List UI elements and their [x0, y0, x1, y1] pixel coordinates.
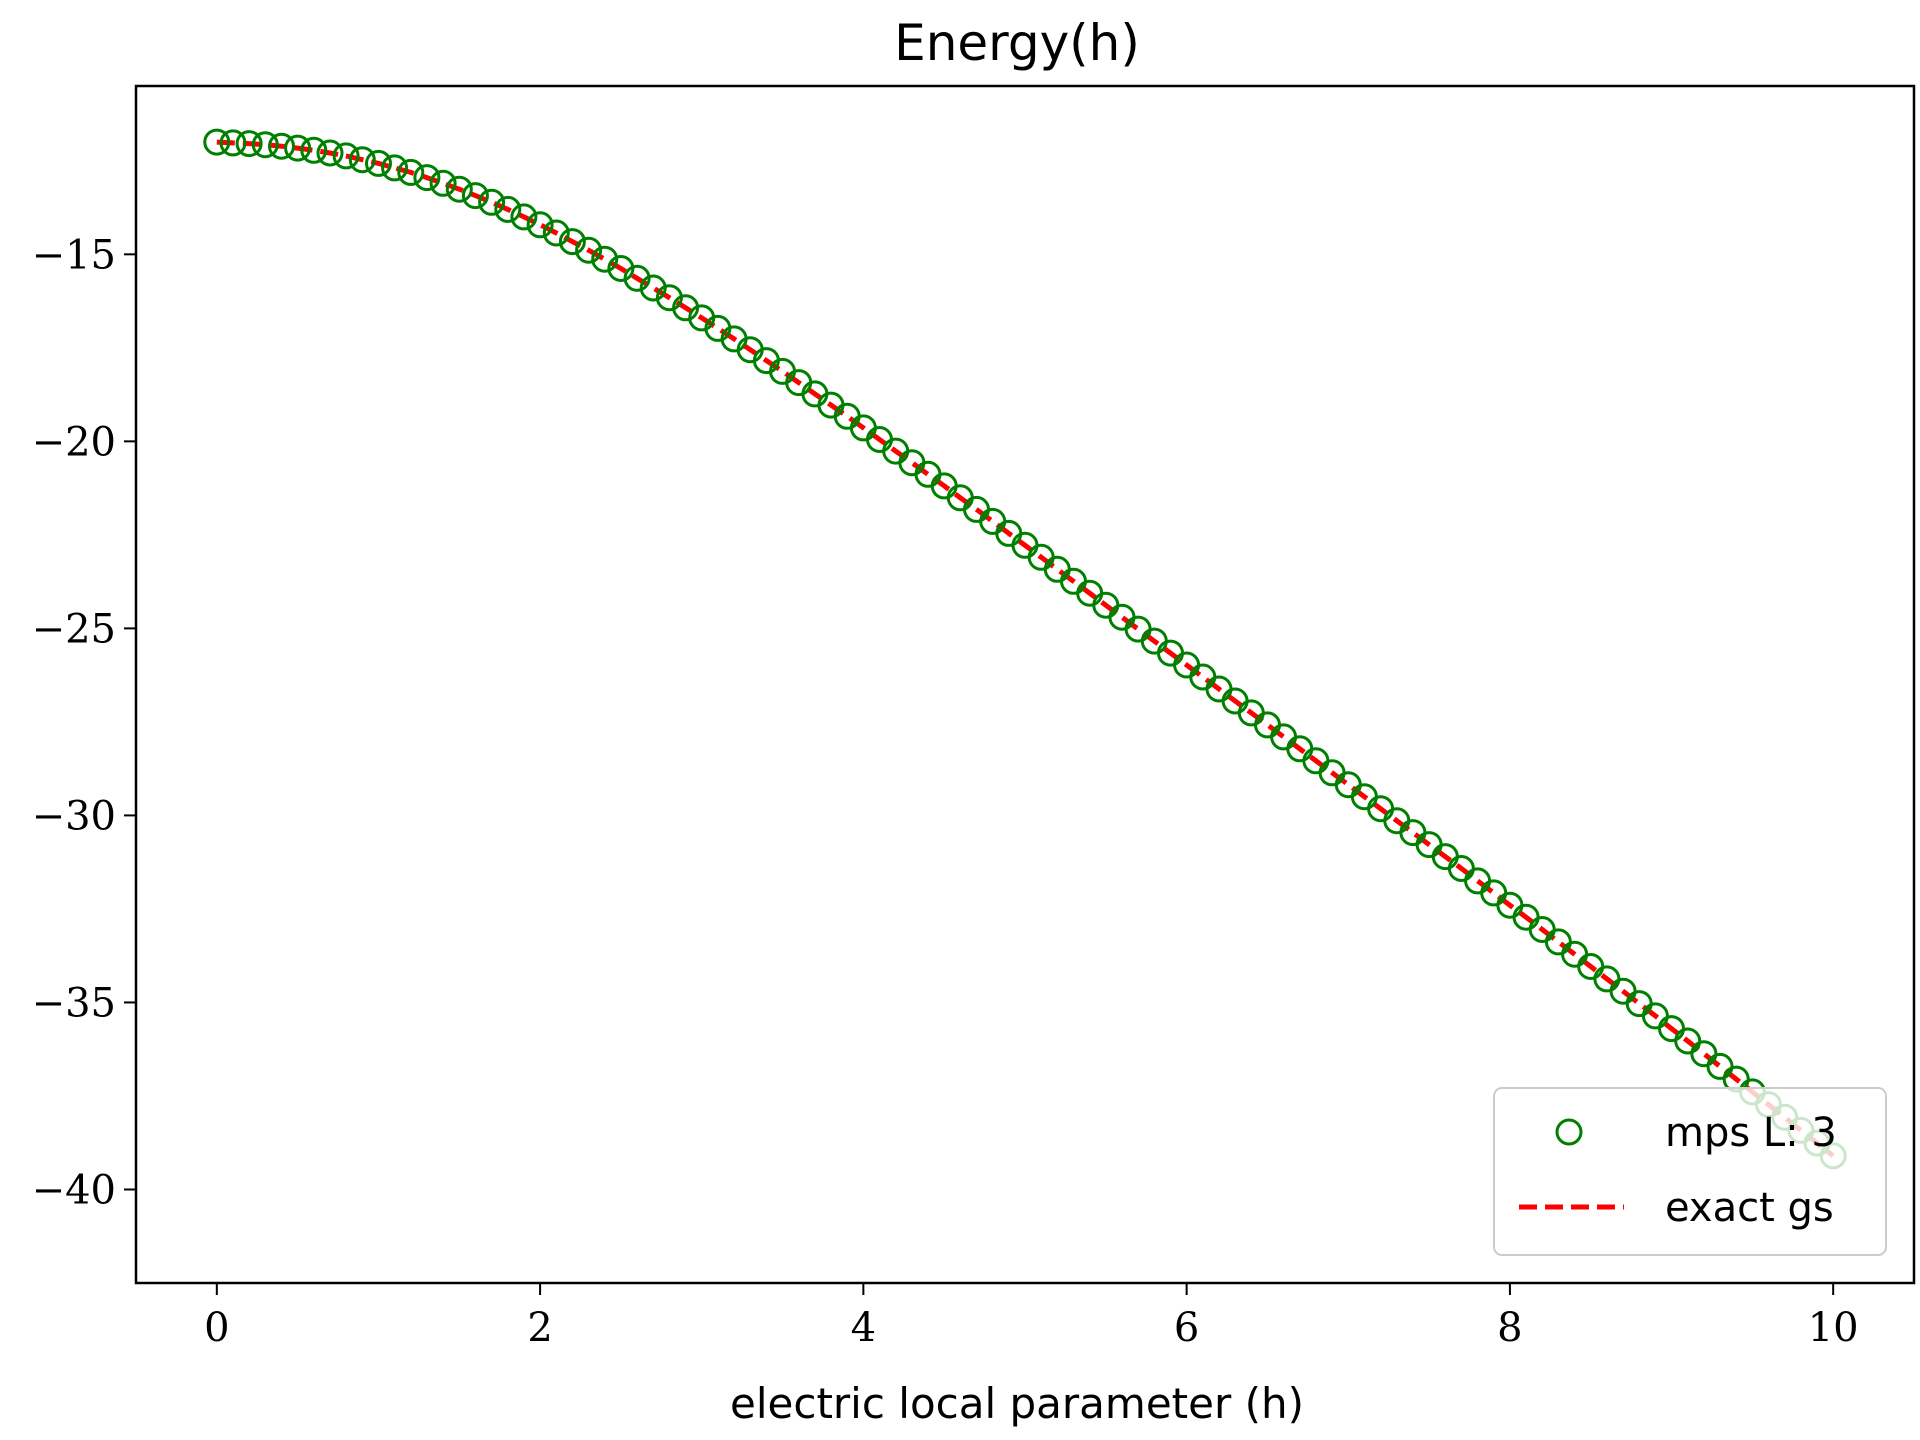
- legend-label-mps: mps L: 3: [1665, 1110, 1837, 1156]
- x-tick-label: 0: [204, 1305, 229, 1351]
- data-point-mps: [397, 158, 425, 186]
- data-point-mps: [542, 219, 570, 247]
- x-tick-label: 2: [527, 1305, 552, 1351]
- data-point-mps: [591, 245, 619, 273]
- data-point-mps: [365, 149, 392, 177]
- data-point-mps: [219, 129, 247, 157]
- y-tick-label: −25: [32, 606, 116, 652]
- data-point-mps: [300, 136, 328, 164]
- data-point-mps: [316, 139, 344, 167]
- y-tick-label: −40: [32, 1167, 116, 1213]
- data-point-mps: [381, 154, 409, 182]
- data-point-mps: [251, 131, 279, 159]
- y-tick-label: −15: [32, 232, 116, 278]
- axis-ticks: 0 2 4 6 8 10 −15 −20 −25 −30 −35 −40: [32, 232, 1859, 1351]
- legend: mps L: 3 exact gs: [1493, 1087, 1887, 1256]
- data-point-mps: [332, 142, 360, 170]
- data-point-mps: [348, 146, 376, 174]
- y-tick-label: −30: [32, 793, 116, 839]
- data-point-mps: [526, 211, 554, 239]
- y-tick-label: −35: [32, 980, 116, 1026]
- x-tick-label: 10: [1808, 1305, 1859, 1351]
- legend-box: [1493, 1087, 1887, 1256]
- data-point-mps: [461, 182, 489, 210]
- data-point-mps: [284, 134, 312, 162]
- data-point-mps: [478, 188, 506, 216]
- x-tick-label: 4: [851, 1305, 876, 1351]
- data-point-mps: [623, 264, 651, 292]
- x-axis-label: electric local parameter (h): [730, 1379, 1304, 1428]
- axes-frame: [134, 84, 1916, 1285]
- data-point-mps: [558, 228, 586, 256]
- legend-label-exact: exact gs: [1665, 1185, 1834, 1231]
- data-point-mps: [429, 169, 457, 197]
- data-point-mps: [510, 203, 538, 231]
- chart-title: Energy(h): [894, 14, 1140, 72]
- x-tick-label: 8: [1497, 1305, 1522, 1351]
- data-point-mps: [235, 130, 263, 158]
- legend-marker-mps: [1555, 1118, 1583, 1146]
- data-point-mps: [445, 175, 473, 203]
- x-tick-label: 6: [1174, 1305, 1199, 1351]
- data-point-mps: [575, 236, 603, 264]
- data-point-mps: [494, 195, 522, 223]
- data-point-mps: [413, 164, 441, 192]
- y-tick-label: −20: [32, 419, 116, 465]
- data-point-mps: [203, 128, 231, 156]
- data-point-mps: [268, 132, 295, 160]
